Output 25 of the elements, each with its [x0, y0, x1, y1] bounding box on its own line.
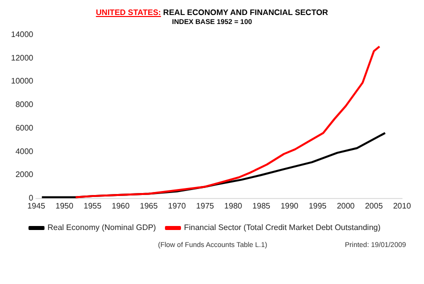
x-tick-label: 1990	[280, 201, 299, 210]
legend-label: Financial Sector (Total Credit Market Debt Outstanding)	[184, 223, 381, 232]
y-tick-label: 2000	[15, 170, 34, 180]
x-tick-label: 1970	[168, 201, 186, 210]
y-tick-label: 12000	[10, 53, 34, 62]
y-tick-label: 14000	[10, 30, 34, 40]
y-tick-label: 6000	[15, 123, 34, 132]
y-tick-label: 10000	[10, 76, 34, 86]
legend-label: Real Economy (Nominal GDP)	[48, 223, 156, 232]
x-tick-label: 2005	[364, 201, 384, 210]
x-tick-label: 1980	[224, 201, 243, 210]
x-tick-label: 1975	[196, 201, 215, 210]
x-tick-label: 1955	[84, 201, 102, 210]
y-tick-label: 8000	[15, 100, 34, 110]
x-tick-label: 1945	[27, 201, 46, 210]
chart-title: UNITED STATES: REAL ECONOMY AND FINANCIAL SECTOR	[96, 8, 328, 17]
x-tick-label: 1950	[55, 201, 74, 210]
y-tick-label: 4000	[15, 146, 34, 156]
x-tick-label: 1960	[112, 201, 130, 210]
x-tick-label: 2000	[336, 201, 356, 210]
y-tick-label: 0	[28, 194, 34, 203]
x-tick-label: 1965	[140, 201, 158, 210]
x-tick-label: 1985	[252, 201, 271, 210]
x-tick-label: 1995	[308, 201, 328, 210]
x-tick-label: 2010	[393, 201, 412, 210]
